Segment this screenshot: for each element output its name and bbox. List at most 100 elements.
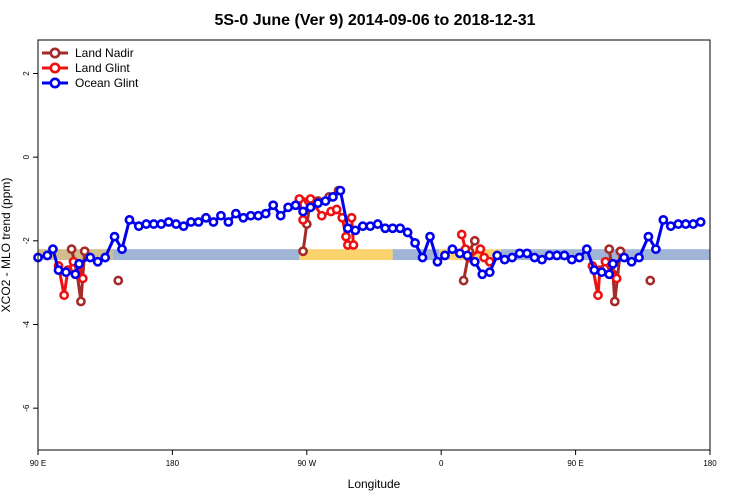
series-2-point-0-61 xyxy=(492,250,503,261)
series-2-point-0-13 xyxy=(133,221,144,232)
series-2-point-0-38 xyxy=(320,196,331,206)
series-2-point-0-49 xyxy=(402,227,413,238)
series-1-point-1-6 xyxy=(331,204,342,215)
series-2-point-0-17 xyxy=(163,217,174,227)
series-2-point-0-19 xyxy=(178,221,189,232)
series-2-point-0-10 xyxy=(109,231,120,242)
series-2-point-0-21 xyxy=(193,217,204,227)
series-2-point-0-1 xyxy=(42,250,53,261)
series-2-point-0-8 xyxy=(92,256,103,267)
series-0-point-0-0 xyxy=(66,244,77,255)
series-2-point-0-28 xyxy=(245,210,256,221)
series-2-point-0-46 xyxy=(380,223,391,234)
series-2-point-0-33 xyxy=(283,202,294,213)
series-2-point-0-57 xyxy=(462,250,473,261)
y-tick-label-2: -2 xyxy=(22,237,31,245)
series-2-point-0-65 xyxy=(522,248,532,259)
series-2-point-0-76 xyxy=(604,269,615,280)
series-2-point-0-24 xyxy=(216,210,226,221)
series-2-point-0-3 xyxy=(53,265,64,276)
series-2-point-0-36 xyxy=(305,202,316,213)
series-0-point-4-0 xyxy=(604,244,615,255)
series-2-point-0-78 xyxy=(619,252,630,263)
series-2-point-0-29 xyxy=(253,210,264,221)
series-2-point-0-43 xyxy=(357,221,368,232)
legend-label-2: Ocean Glint xyxy=(75,76,139,90)
series-2-point-0-54 xyxy=(440,250,450,261)
legend-label-0: Land Nadir xyxy=(75,46,134,60)
chart-title: 5S-0 June (Ver 9) 2014-09-06 to 2018-12-… xyxy=(214,12,535,29)
series-0-point-2-0 xyxy=(298,246,308,257)
x-axis-label: Longitude xyxy=(348,477,401,491)
series-2-point-0-32 xyxy=(275,210,286,221)
series-2-point-0-55 xyxy=(447,244,458,255)
series-2-point-0-23 xyxy=(208,217,219,227)
x-tick-label-3: 0 xyxy=(439,459,444,468)
legend-marker-1 xyxy=(49,62,61,74)
band-segment-0 xyxy=(38,249,113,261)
series-2-point-0-37 xyxy=(313,198,323,209)
series-group xyxy=(33,185,706,307)
x-tick-label-4: 90 E xyxy=(567,459,583,468)
x-tick-label-1: 180 xyxy=(166,459,180,468)
series-2-point-0-30 xyxy=(260,208,271,219)
series-1-point-1-8 xyxy=(341,231,351,242)
series-2-point-0-40 xyxy=(335,185,346,196)
series-2-point-0-66 xyxy=(529,252,540,263)
series-1-point-2-3 xyxy=(475,244,486,255)
series-2-point-0-48 xyxy=(395,223,406,234)
series-1-point-1-4 xyxy=(316,210,327,221)
series-2-point-0-42 xyxy=(350,225,361,236)
series-1-point-1-3 xyxy=(305,194,316,204)
series-0-point-4-2 xyxy=(609,296,620,307)
band-segment-3 xyxy=(392,249,440,261)
series-2-point-0-86 xyxy=(680,219,691,229)
series-2-point-0-44 xyxy=(365,221,376,232)
series-0-point-0-2 xyxy=(76,296,86,307)
series-2-point-0-56 xyxy=(454,248,465,259)
series-2-point-0-60 xyxy=(484,267,495,278)
series-0-point-1-0 xyxy=(113,275,124,286)
y-tick-label-1: 0 xyxy=(22,154,31,159)
band-segment-1 xyxy=(112,249,300,261)
band-segment-5 xyxy=(500,249,710,261)
series-2-point-0-35 xyxy=(298,206,308,217)
series-2-point-0-59 xyxy=(477,269,488,280)
series-2-point-0-16 xyxy=(156,219,167,229)
series-2-point-0-7 xyxy=(85,252,96,263)
series-2-point-0-64 xyxy=(514,248,525,259)
x-axis: 90 E 180 90 W 0 90 E 180 xyxy=(30,450,717,468)
series-2-point-0-15 xyxy=(148,219,159,229)
series-2-point-0-75 xyxy=(596,267,607,278)
series-2-point-0-82 xyxy=(650,244,661,255)
series-2-point-0-31 xyxy=(268,200,279,211)
series-2-point-0-2 xyxy=(48,244,58,255)
series-2-point-0-41 xyxy=(342,223,353,234)
series-2-point-0-83 xyxy=(658,214,669,225)
series-2-point-0-67 xyxy=(537,254,547,265)
series-2-point-0-50 xyxy=(410,238,420,248)
series-1-point-0-1 xyxy=(59,290,70,301)
series-2-point-0-12 xyxy=(124,214,135,225)
series-2-point-0-25 xyxy=(223,217,234,227)
x-tick-label-5: 180 xyxy=(703,459,717,468)
series-2-point-0-80 xyxy=(634,252,644,263)
legend-marker-0 xyxy=(49,47,61,59)
series-2-point-0-71 xyxy=(566,254,577,265)
series-2 xyxy=(33,185,706,280)
series-2-point-0-51 xyxy=(417,252,428,263)
series-2-point-0-74 xyxy=(589,265,600,276)
x-tick-label-0: 90 E xyxy=(30,459,46,468)
series-2-point-0-79 xyxy=(626,256,637,267)
series-2-point-0-27 xyxy=(238,212,249,223)
y-tick-label-3: -4 xyxy=(22,320,31,328)
y-tick-label-0: 2 xyxy=(22,71,31,76)
series-2-point-0-68 xyxy=(544,250,555,261)
series-2-point-0-62 xyxy=(499,254,510,265)
series-1 xyxy=(53,194,622,301)
legend-label-1: Land Glint xyxy=(75,61,130,75)
series-2-point-0-6 xyxy=(74,258,84,269)
series-1-point-1-10 xyxy=(348,240,359,250)
